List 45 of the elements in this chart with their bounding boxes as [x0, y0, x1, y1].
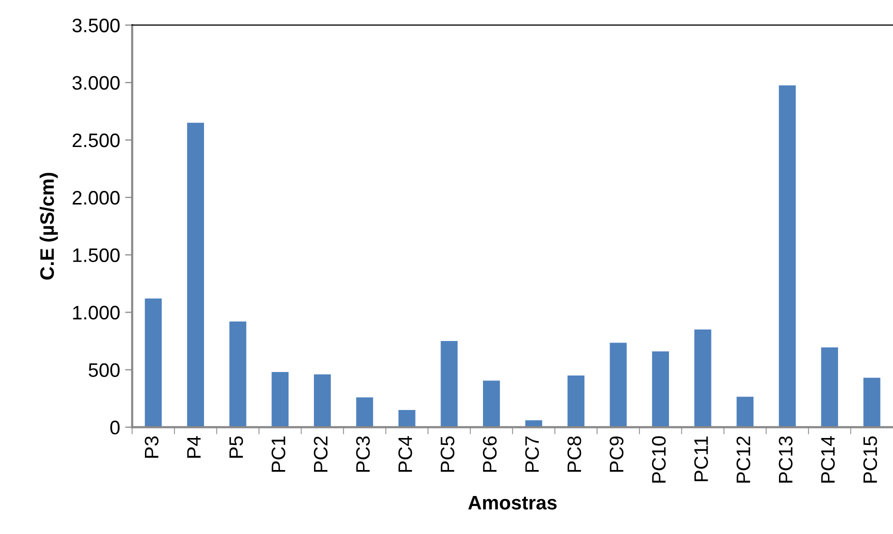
x-axis-title: Amostras — [468, 496, 557, 510]
bar — [187, 122, 204, 428]
x-tick-label: PC4 — [398, 436, 412, 472]
x-tick-label: PC12 — [736, 436, 750, 483]
x-tick-label: P3 — [144, 436, 159, 458]
x-tick-label: P4 — [187, 436, 201, 458]
y-tick-label: 1.500 — [73, 248, 120, 262]
bar — [863, 378, 880, 428]
y-tick-label: 1.000 — [73, 306, 120, 320]
y-tick-label: 2.000 — [72, 190, 120, 205]
bar — [314, 374, 331, 428]
x-tick-label: PC11 — [694, 436, 708, 482]
bar — [398, 410, 416, 428]
y-tick-label: 3.500 — [72, 18, 120, 32]
bar — [778, 85, 796, 428]
x-tick-label: PC9 — [610, 436, 624, 472]
y-tick-label: 500 — [88, 363, 120, 377]
y-axis-title: C.E (µS/cm) — [40, 172, 58, 280]
x-tick-label: PC13 — [778, 436, 793, 483]
x-tick-label: PC5 — [440, 436, 454, 472]
bar — [272, 372, 289, 428]
x-tick-label: PC1 — [272, 436, 286, 472]
x-tick-label: P5 — [229, 436, 244, 458]
x-tick-label: PC8 — [567, 436, 582, 472]
bar — [694, 330, 712, 428]
bar — [229, 322, 246, 428]
bar — [356, 397, 374, 428]
bar — [482, 380, 500, 428]
y-tick-label: 2.500 — [72, 133, 120, 148]
x-tick-label: PC10 — [652, 436, 666, 483]
x-tick-label: PC14 — [821, 436, 835, 483]
bar — [144, 298, 162, 428]
bar — [568, 376, 584, 428]
x-tick-label: PC6 — [482, 436, 497, 472]
y-tick-label: 3.000 — [72, 76, 120, 90]
bar — [440, 341, 458, 428]
bar — [736, 396, 754, 428]
y-tick-label: 0 — [110, 420, 120, 434]
bar — [652, 351, 669, 428]
x-tick-label: PC7 — [525, 436, 539, 472]
x-tick-label: PC3 — [356, 436, 370, 472]
x-tick-label: PC15 — [863, 436, 878, 483]
bar — [821, 347, 838, 428]
x-tick-label: PC2 — [314, 436, 328, 472]
bar — [610, 342, 627, 428]
